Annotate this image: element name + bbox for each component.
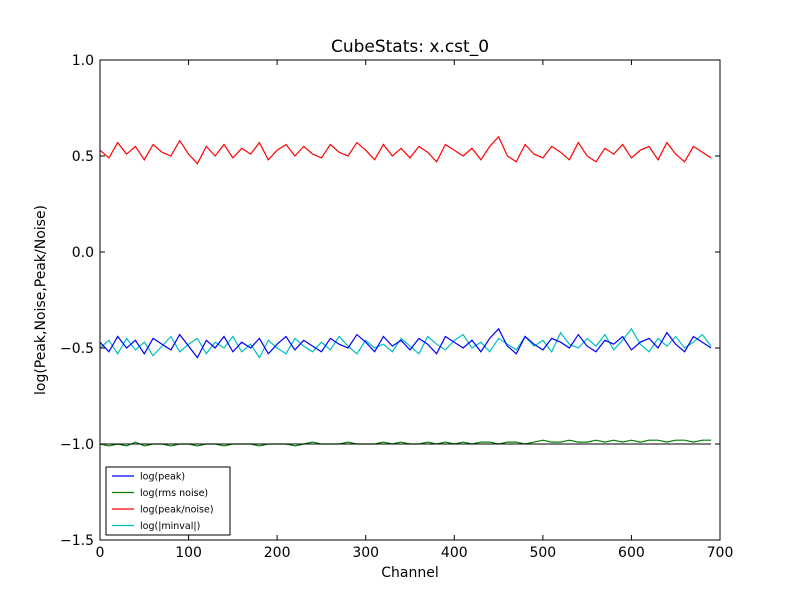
legend-items: log(peak) log(rms noise) log(peak/noise) lo… <box>112 472 214 532</box>
x-tick-label: 600 <box>618 545 645 561</box>
y-tick-label: −1.5 <box>60 533 94 549</box>
x-tick-label: 0 <box>96 545 105 561</box>
chart-title: CubeStats: x.cst_0 <box>331 37 489 57</box>
y-tick-label: −0.5 <box>60 341 94 357</box>
y-tick-label: 1.0 <box>72 53 94 69</box>
x-tick-label: 700 <box>707 545 734 561</box>
series-line-log-peak-noise <box>99 135 712 165</box>
y-axis-label: log(Peak,Noise,Peak/Noise) <box>33 205 49 395</box>
y-tick-label: 0.0 <box>72 245 94 261</box>
x-axis: 0 100 200 300 400 500 600 700 <box>96 60 734 561</box>
series-line-log-peak <box>99 327 712 359</box>
y-tick-label: −1.0 <box>60 437 94 453</box>
x-tick-label: 500 <box>529 545 556 561</box>
legend: log(peak) log(rms noise) log(peak/noise) lo… <box>105 466 231 536</box>
legend-label: log(peak/noise) <box>140 505 214 516</box>
x-tick-label: 200 <box>264 545 291 561</box>
y-tick-label: 0.5 <box>72 149 94 165</box>
plot-frame <box>99 59 721 541</box>
series-line-log-rms-noise <box>99 439 712 447</box>
series-layer <box>99 135 712 447</box>
y-axis: −1.5 −1.0 −0.5 0.0 0.5 1.0 <box>60 53 720 549</box>
legend-label: log(|minval|) <box>140 521 200 532</box>
x-tick-label: 100 <box>175 545 202 561</box>
x-tick-label: 300 <box>352 545 379 561</box>
x-axis-label: Channel <box>381 565 438 581</box>
x-tick-label: 400 <box>441 545 468 561</box>
legend-label: log(rms noise) <box>140 488 208 499</box>
plot-area <box>100 60 720 540</box>
legend-label: log(peak) <box>140 472 185 483</box>
legend-box <box>105 466 231 536</box>
